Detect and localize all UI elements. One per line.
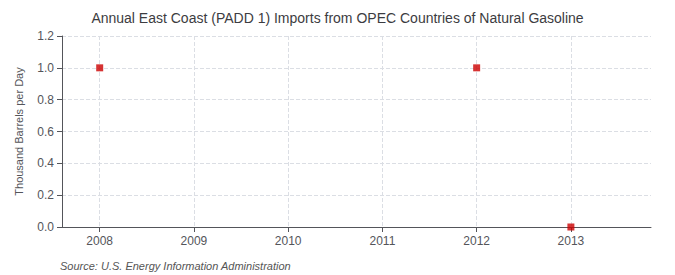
svg-text:0.2: 0.2	[37, 188, 54, 202]
svg-text:1.2: 1.2	[37, 29, 54, 43]
svg-text:2010: 2010	[275, 234, 302, 248]
svg-text:2011: 2011	[370, 234, 396, 248]
svg-text:2012: 2012	[463, 234, 490, 248]
svg-text:1.0: 1.0	[37, 61, 54, 75]
svg-text:Source: U.S. Energy Informatio: Source: U.S. Energy Information Administ…	[60, 260, 291, 272]
svg-text:2008: 2008	[86, 234, 113, 248]
svg-text:Annual East Coast (PADD 1) Imp: Annual East Coast (PADD 1) Imports from …	[91, 10, 583, 26]
svg-text:0.0: 0.0	[37, 220, 54, 234]
svg-text:0.6: 0.6	[37, 125, 54, 139]
svg-text:0.4: 0.4	[37, 156, 54, 170]
svg-text:2009: 2009	[181, 234, 208, 248]
svg-text:Thousand Barrels per Day: Thousand Barrels per Day	[13, 67, 25, 196]
svg-text:0.8: 0.8	[37, 93, 54, 107]
svg-text:2013: 2013	[558, 234, 585, 248]
